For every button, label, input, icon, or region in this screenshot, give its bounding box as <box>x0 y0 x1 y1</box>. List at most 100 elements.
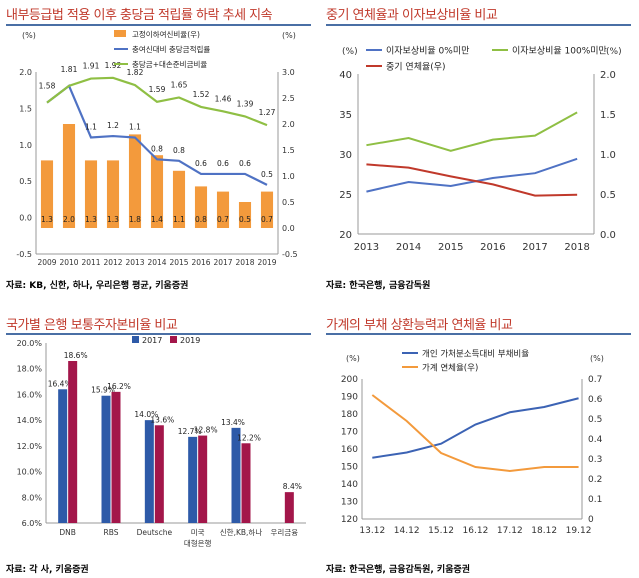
right-tick-label: 0.7 <box>588 375 602 385</box>
bar-data-label: 1.3 <box>107 215 119 224</box>
right-tick-label: 1.5 <box>282 146 295 155</box>
legend-label: 이자보상비율 0%미만 <box>386 46 469 57</box>
chart-source: 자료: 각 사, 키움증권 <box>6 565 89 575</box>
x-tick-label: 2015 <box>438 242 463 253</box>
right-tick-label: 0.5 <box>282 198 295 207</box>
bar-2019 <box>198 435 208 523</box>
bar-data-label: 12.2% <box>237 433 261 442</box>
bar-npl-ratio <box>194 186 208 228</box>
right-tick-label: 0.5 <box>600 190 616 201</box>
right-tick-label: -0.5 <box>282 250 298 259</box>
x-tick-label: 대형은행 <box>184 538 212 548</box>
right-tick-label: 2.0 <box>282 120 295 129</box>
bar-data-label: 0.7 <box>261 215 273 224</box>
x-tick-label: 2018 <box>564 242 589 253</box>
line-data-label: 1.92 <box>105 61 122 70</box>
line-data-label: 1.1 <box>85 123 97 132</box>
left-tick-label: 190 <box>341 393 358 403</box>
bar-npl-ratio <box>260 191 274 228</box>
y-tick-label: 16.0% <box>17 390 43 399</box>
line-data-label: 1.82 <box>127 68 144 77</box>
x-tick-label: 2013 <box>125 258 144 267</box>
line-data-label: 1.27 <box>259 108 276 117</box>
panel-cet1-ratio: 국가별 은행 보통주자본비율 비교 6.0% 8.0% 10.0% 12.0% 14.0… <box>6 294 316 576</box>
chart-provision-ratio: (%) (%) -0.5 0.0 0.5 1.0 1.5 2.0 -0.5 0.0 0.5 1.0 1.… <box>16 29 298 267</box>
chart-source: 자료: 한국은행, 금융감독원 <box>326 281 431 291</box>
bar-data-label: 18.6% <box>64 351 88 360</box>
y-tick-label: 10.0% <box>17 468 43 477</box>
line-data-label: 1.65 <box>171 80 188 89</box>
left-tick-label: 170 <box>341 428 358 438</box>
legend-label: 중기 연체율(우) <box>386 62 446 73</box>
line-series-0 <box>366 157 578 193</box>
line-data-label: 0.6 <box>195 159 207 168</box>
line-series-0 <box>372 397 579 459</box>
x-tick-label: 신한,KB,하나 <box>220 527 263 537</box>
x-tick-label: 15.12 <box>428 526 454 536</box>
line-series-1 <box>46 84 268 186</box>
right-tick-label: 1.0 <box>600 150 616 161</box>
title-underline <box>326 333 631 335</box>
bar-2019 <box>68 361 78 523</box>
line-data-label: 0.8 <box>173 146 185 155</box>
x-tick-label: 14.12 <box>394 526 420 536</box>
y-tick-label: 12.0% <box>17 442 43 451</box>
bar-data-label: 13.4% <box>221 418 245 427</box>
title-underline <box>326 24 631 26</box>
line-data-label: 1.2 <box>107 121 119 130</box>
x-tick-label: 19.12 <box>566 526 592 536</box>
x-tick-label: 미국 <box>191 528 205 537</box>
bar-data-label: 1.1 <box>173 215 185 224</box>
left-tick-label: 130 <box>341 498 358 508</box>
left-axis-unit: (%) <box>346 354 360 363</box>
bar-data-label: 0.7 <box>217 215 229 224</box>
bar-data-label: 14.0% <box>134 410 158 419</box>
right-tick-label: 2.0 <box>600 70 616 81</box>
bar-2019 <box>111 391 121 523</box>
x-tick-label: 2012 <box>103 258 122 267</box>
panel-title: 국가별 은행 보통주자본비율 비교 <box>6 318 178 333</box>
right-tick-label: 0.5 <box>588 415 602 425</box>
bar-data-label: 8.4% <box>283 482 302 491</box>
y-tick-label: 6.0% <box>22 519 43 528</box>
line-series-2 <box>46 76 268 127</box>
title-underline <box>6 333 311 335</box>
x-tick-label: 2017 <box>213 258 232 267</box>
x-tick-label: 18.12 <box>531 526 557 536</box>
bar-2017 <box>231 427 241 523</box>
line-data-label: 1.81 <box>61 65 78 74</box>
legend-label: 충당금+대손준비금비율 <box>132 59 207 69</box>
bar-data-label: 1.8 <box>129 215 141 224</box>
bar-npl-ratio <box>40 160 54 228</box>
line-data-label: 1.46 <box>215 94 232 103</box>
line-data-label: 0.6 <box>239 159 251 168</box>
right-tick-label: 0.0 <box>600 230 616 241</box>
panel-title: 내부등급법 적용 이후 충당금 적립률 하락 추세 지속 <box>6 8 273 23</box>
line-series-1 <box>366 111 578 152</box>
right-tick-label: 0.6 <box>588 395 603 405</box>
line-data-label: 0.5 <box>261 170 273 179</box>
x-tick-label: 2017 <box>522 242 547 253</box>
panel-household-debt: 가계의 부채 상환능력과 연체율 비교 (%) (%) 120 130 140 150 16… <box>326 294 636 576</box>
bar-npl-ratio <box>172 170 186 228</box>
left-tick-label: 1.0 <box>19 141 32 150</box>
x-tick-label: RBS <box>104 528 119 537</box>
left-tick-label: 180 <box>341 410 358 420</box>
bar-2017 <box>144 420 154 523</box>
bar-2019 <box>154 425 164 523</box>
right-tick-label: 0.3 <box>588 455 602 465</box>
bar-data-label: 13.6% <box>150 415 174 424</box>
x-tick-label: 우리금융 <box>271 528 299 537</box>
x-tick-label: 2016 <box>480 242 505 253</box>
title-underline <box>6 24 311 26</box>
panel-provision-ratio: 내부등급법 적용 이후 충당금 적립률 하락 추세 지속 (%) (%) -0.5 0… <box>6 4 316 291</box>
left-tick-label: 40 <box>339 70 352 81</box>
bar-data-label: 0.8 <box>195 215 207 224</box>
y-tick-label: 14.0% <box>17 416 43 425</box>
left-tick-label: 120 <box>341 515 358 525</box>
left-tick-label: 2.0 <box>19 68 32 77</box>
bar-data-label: 1.3 <box>41 215 53 224</box>
x-tick-label: 2016 <box>191 258 210 267</box>
right-axis-unit: (%) <box>590 354 604 363</box>
bar-npl-ratio <box>84 160 98 228</box>
